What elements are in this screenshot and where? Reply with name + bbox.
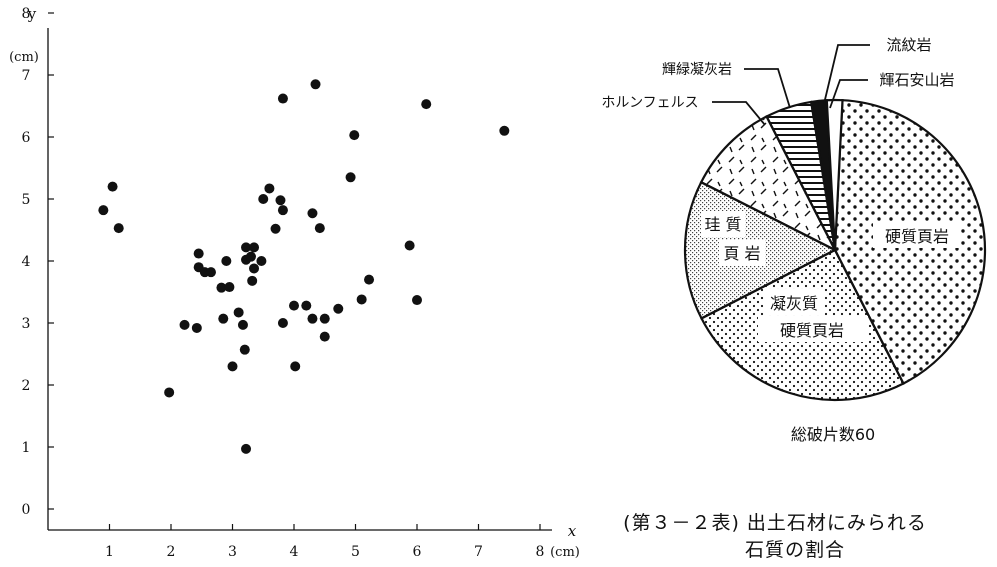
scatter-point bbox=[289, 300, 299, 311]
scatter-point bbox=[345, 172, 356, 183]
slice-label-siliceous-line2: 頁 岩 bbox=[723, 244, 760, 263]
scatter-point bbox=[191, 322, 202, 333]
scatter-point bbox=[307, 208, 318, 219]
scatter-point bbox=[221, 256, 232, 266]
y-tick-label: 7 bbox=[22, 68, 31, 84]
scatter-point bbox=[277, 318, 288, 328]
y-tick-label: 8 bbox=[22, 6, 31, 22]
scatter-point bbox=[333, 303, 344, 314]
scatter-plot: y (cm) x (cm) 0 1 2 3 4 5 6 7 8 1 2 3 4 5 6 7 8 bbox=[9, 5, 580, 560]
x-tick-label: 6 bbox=[413, 544, 422, 560]
y-tick-label: 4 bbox=[22, 254, 31, 270]
pie-chart: 硬質頁岩 凝灰質 硬質頁岩 珪 質 頁 岩 ホルンフェルス 輝緑凝灰岩 流紋岩 … bbox=[601, 36, 987, 444]
scatter-point bbox=[421, 99, 432, 110]
scatter-point bbox=[245, 251, 256, 262]
pie-labels: 硬質頁岩 凝灰質 硬質頁岩 珪 質 頁 岩 ホルンフェルス 輝緑凝灰岩 流紋岩 … bbox=[601, 36, 961, 444]
x-tick-label: 1 bbox=[105, 544, 114, 560]
slice-label-siliceous-line1: 珪 質 bbox=[704, 215, 741, 234]
scatter-point bbox=[241, 242, 252, 253]
leader-rhyolite bbox=[822, 44, 870, 109]
scatter-point bbox=[258, 194, 269, 204]
pie-slice bbox=[699, 115, 838, 253]
y-tick-label: 2 bbox=[22, 378, 31, 394]
scatter-point bbox=[249, 263, 260, 274]
x-tick-label: 2 bbox=[167, 544, 176, 560]
scatter-point bbox=[264, 183, 275, 194]
figure-caption: (第３－２表) 出土石材にみられる 石質の割合 bbox=[560, 510, 990, 564]
scatter-point bbox=[301, 300, 312, 311]
scatter-point bbox=[277, 205, 288, 216]
scatter-point bbox=[218, 313, 229, 324]
scatter-point bbox=[275, 195, 286, 206]
slice-label-tuffaceous-line1: 凝灰質 bbox=[770, 294, 818, 313]
scatter-point bbox=[164, 387, 175, 398]
scatter-point bbox=[216, 282, 227, 293]
slice-label-diabase-tuff: 輝緑凝灰岩 bbox=[662, 62, 732, 78]
scatter-point bbox=[412, 295, 422, 306]
x-tick-label: 3 bbox=[228, 544, 237, 560]
caption-line-1: (第３－２表) 出土石材にみられる bbox=[623, 512, 927, 534]
y-axis-label: y bbox=[27, 5, 37, 23]
x-tick-label: 5 bbox=[351, 544, 360, 560]
pie-total-label: 総破片数60 bbox=[791, 425, 875, 444]
scatter-point bbox=[179, 319, 190, 330]
scatter-point bbox=[237, 319, 248, 330]
slice-label-tuffaceous-line2: 硬質頁岩 bbox=[780, 321, 844, 340]
scatter-point bbox=[113, 223, 124, 234]
scatter-point bbox=[310, 79, 321, 90]
scatter-point bbox=[233, 307, 244, 318]
y-tick-label: 0 bbox=[22, 502, 31, 518]
leader-pyroxene-andesite bbox=[829, 79, 868, 109]
pie-slice bbox=[825, 98, 844, 251]
y-tick-label: 3 bbox=[22, 316, 31, 332]
y-tick-label: 5 bbox=[22, 192, 31, 208]
scatter-point bbox=[239, 344, 250, 355]
leader-diabase-tuff bbox=[744, 68, 791, 109]
y-tick-label: 6 bbox=[22, 130, 31, 146]
slice-label-rhyolite: 流紋岩 bbox=[886, 36, 931, 54]
slice-label-pyroxene-andesite: 輝石安山岩 bbox=[879, 71, 954, 89]
scatter-point bbox=[499, 125, 510, 136]
x-tick-label: 7 bbox=[474, 544, 483, 560]
scatter-point bbox=[98, 205, 109, 216]
scatter-point bbox=[277, 93, 288, 104]
slice-label-hornfels: ホルンフェルス bbox=[601, 95, 698, 111]
scatter-point bbox=[307, 313, 318, 324]
scatter-point bbox=[227, 361, 238, 372]
y-tick-label: 1 bbox=[22, 440, 31, 456]
scatter-point bbox=[319, 313, 330, 324]
scatter-point bbox=[270, 223, 281, 234]
scatter-point bbox=[364, 274, 375, 285]
scatter-point bbox=[314, 223, 325, 234]
scatter-point bbox=[356, 294, 367, 305]
scatter-point bbox=[241, 443, 252, 454]
y-axis-unit: (cm) bbox=[9, 50, 39, 65]
x-tick-label: 8 bbox=[536, 544, 545, 560]
scatter-point bbox=[319, 331, 330, 342]
scatter-point bbox=[404, 240, 415, 251]
scatter-point bbox=[205, 267, 216, 278]
x-tick-label: 4 bbox=[290, 544, 299, 560]
leader-hornfels bbox=[712, 101, 766, 126]
caption-line-2: 石質の割合 bbox=[744, 539, 845, 561]
scatter-point bbox=[224, 282, 235, 293]
x-axis-unit: (cm) bbox=[550, 545, 580, 560]
scatter-point bbox=[249, 242, 260, 253]
scatter-point bbox=[193, 248, 204, 259]
scatter-point bbox=[256, 256, 267, 266]
scatter-point bbox=[349, 130, 360, 141]
x-axis-label: x bbox=[568, 522, 577, 540]
scatter-point bbox=[290, 361, 301, 372]
scatter-point bbox=[107, 181, 118, 192]
slice-label-hard-shale: 硬質頁岩 bbox=[885, 227, 949, 246]
scatter-point bbox=[247, 275, 258, 286]
